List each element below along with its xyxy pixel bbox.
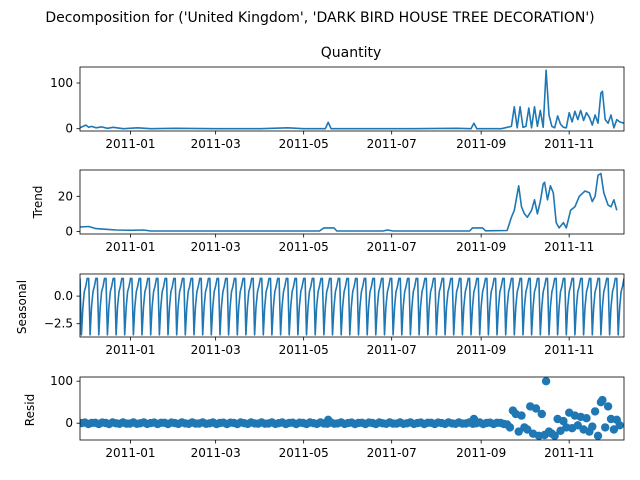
resid-point: [609, 425, 619, 434]
resid-point: [505, 423, 515, 432]
resid-point: [537, 409, 546, 419]
xtick-label: 2011-03: [191, 446, 241, 460]
ytick-label: 0: [65, 122, 73, 136]
xtick-label: 2011-03: [191, 240, 241, 254]
resid-point: [601, 423, 610, 432]
xtick-label: 2011-01: [105, 137, 155, 151]
ytick-label: 0.0: [54, 289, 73, 303]
xtick-label: 2011-07: [367, 446, 417, 460]
resid-point: [615, 421, 624, 430]
plot-area-quantity: [80, 69, 624, 130]
figure-suptitle: Decomposition for ('United Kingdom', 'DA…: [45, 10, 594, 26]
xtick-label: 2011-05: [279, 343, 329, 357]
xtick-label: 2011-07: [367, 240, 417, 254]
series-line-quantity: [80, 69, 624, 130]
xtick-label: 2011-01: [105, 240, 155, 254]
axes-frame-resid: [79, 376, 625, 441]
ytick-label: 0: [65, 416, 73, 430]
ytick-label: 20: [58, 189, 73, 203]
xtick-label: 2011-05: [279, 137, 329, 151]
xtick-label: 2011-05: [279, 446, 329, 460]
xtick-label: 2011-11: [544, 137, 594, 151]
panel-resid: 0 100 2011-01 2011-03 2011-05 2011-07 2011-09 2…: [50, 374, 625, 460]
resid-point: [324, 415, 333, 424]
series-line-seasonal: [80, 277, 624, 336]
xtick-label: 2011-11: [544, 446, 594, 460]
xtick-label: 2011-11: [544, 240, 594, 254]
plot-area-resid: [80, 377, 624, 440]
resid-point: [550, 431, 559, 440]
xtick-label: 2011-07: [367, 137, 417, 151]
panel-trend: 0 20 2011-01 2011-03 2011-05 2011-07 2011-09 20…: [58, 169, 625, 254]
ytick-label: 100: [50, 76, 73, 90]
xtick-label: 2011-09: [456, 446, 506, 460]
xtick-label: 2011-11: [544, 343, 594, 357]
xtick-label: 2011-03: [191, 137, 241, 151]
xtick-label: 2011-09: [456, 240, 506, 254]
resid-point: [582, 414, 591, 423]
resid-point: [588, 422, 597, 431]
resid-point: [590, 407, 600, 416]
xtick-label: 2011-03: [191, 343, 241, 357]
ylabel-seasonal: Seasonal: [15, 280, 29, 334]
ytick-label: −2.5: [44, 317, 73, 331]
panel-seasonal: 0.0 −2.5 2011-01 2011-03 2011-05 2011-07 2011-…: [44, 273, 625, 357]
resid-point: [559, 416, 568, 426]
resid-point: [593, 431, 603, 440]
series-line-trend: [80, 172, 618, 232]
resid-point: [598, 395, 607, 405]
xtick-label: 2011-09: [456, 137, 506, 151]
plot-area-trend: [80, 172, 618, 232]
panel-title-quantity: Quantity: [321, 45, 382, 61]
xtick-label: 2011-01: [105, 343, 155, 357]
ylabel-resid: Resid: [23, 394, 37, 426]
resid-point: [517, 411, 526, 420]
panel-quantity: 0 100 2011-01 2011-03 2011-05 2011-07 2011-09 2…: [50, 66, 625, 151]
axes-frame-trend: [79, 169, 625, 235]
resid-point: [469, 414, 479, 424]
plot-area-seasonal: [80, 277, 624, 336]
ytick-label: 0: [65, 224, 73, 238]
ytick-label: 100: [50, 374, 73, 388]
resid-point: [531, 404, 541, 413]
resid-point: [541, 377, 551, 386]
resid-point: [573, 421, 582, 430]
xtick-label: 2011-01: [105, 446, 155, 460]
xtick-label: 2011-05: [279, 240, 329, 254]
axes-frame-seasonal: [79, 273, 625, 338]
axes-frame-quantity: [79, 66, 625, 132]
ylabel-trend: Trend: [31, 186, 45, 220]
resid-point: [603, 402, 613, 411]
xtick-label: 2011-09: [456, 343, 506, 357]
resid-point: [523, 425, 532, 434]
xtick-label: 2011-07: [367, 343, 417, 357]
